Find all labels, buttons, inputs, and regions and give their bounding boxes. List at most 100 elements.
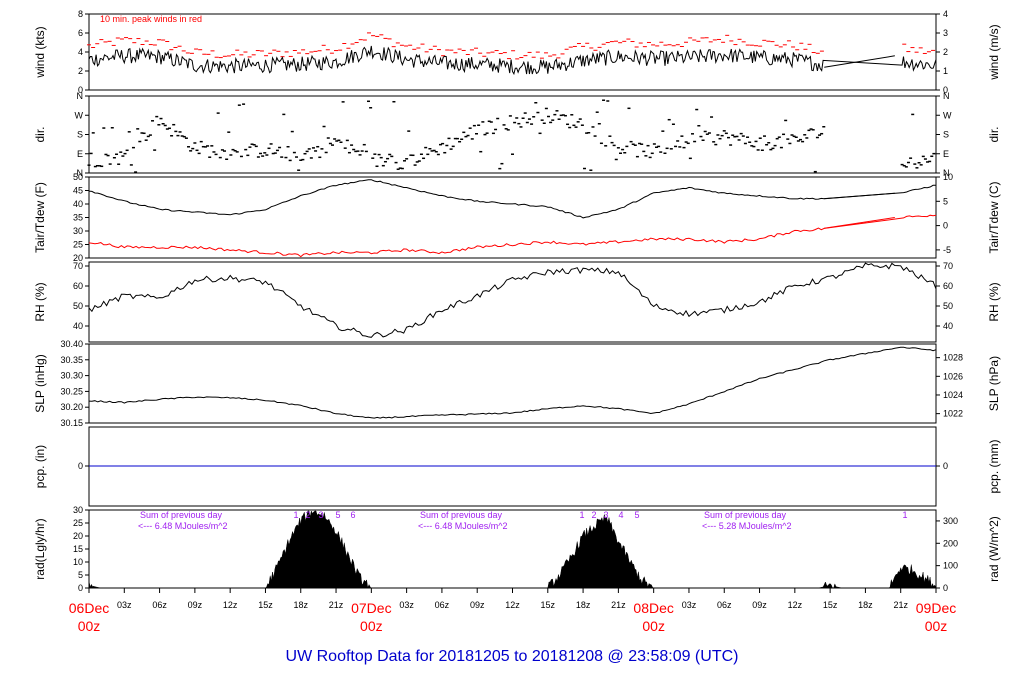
dew-gap-line: [824, 217, 895, 229]
temp-gap-line: [824, 192, 895, 200]
y-tick-label: 0: [78, 461, 83, 471]
x-tick-label: 18z: [858, 600, 873, 610]
y-tick-label: 70: [73, 261, 83, 271]
x-tick-label: 09z: [752, 600, 767, 610]
y-axis-label: dir.: [33, 126, 47, 142]
radiation-hour-marker: 3: [603, 510, 608, 520]
y-axis-label: SLP (hPa): [987, 356, 1001, 411]
y-tick-label: 0: [943, 85, 948, 95]
y-tick-label: 200: [943, 538, 958, 548]
x-tick-label: 12z: [788, 600, 803, 610]
wind-gap-line: [824, 55, 895, 68]
y-tick-label: 2: [943, 47, 948, 57]
x-tick-label: 03z: [682, 600, 697, 610]
radiation-sum-value: <--- 6.48 MJoules/m^2: [418, 521, 508, 531]
rh-line: [88, 262, 937, 338]
x-tick-label: 03z: [117, 600, 132, 610]
date-label: 07Dec: [351, 600, 391, 616]
y-tick-label: N: [77, 168, 84, 178]
radiation-sum-label: Sum of previous day: [140, 510, 223, 520]
y-axis-label: pcp. (mm): [987, 439, 1001, 493]
wind-line: [88, 45, 937, 76]
radiation-hour-marker: 5: [634, 510, 639, 520]
y-tick-label: 6: [78, 28, 83, 38]
date-label: 08Dec: [633, 600, 673, 616]
date-time-label: 00z: [78, 618, 101, 634]
y-tick-label: -5: [943, 245, 951, 255]
radiation-hour-marker: 5: [335, 510, 340, 520]
y-tick-label: 8: [78, 9, 83, 19]
radiation-hour-marker: 6: [350, 510, 355, 520]
peak-wind-note: 10 min. peak winds in red: [100, 14, 202, 24]
y-tick-label: 60: [73, 281, 83, 291]
y-tick-label: 50: [73, 301, 83, 311]
y-tick-label: 0: [943, 221, 948, 231]
y-tick-label: 5: [78, 570, 83, 580]
y-tick-label: W: [943, 110, 952, 120]
y-tick-label: 20: [73, 531, 83, 541]
y-tick-label: 30.25: [60, 386, 83, 396]
radiation-hour-marker: 1: [293, 510, 298, 520]
y-tick-label: 2: [78, 66, 83, 76]
radiation-sum-label: Sum of previous day: [704, 510, 787, 520]
y-tick-label: 300: [943, 516, 958, 526]
y-axis-label: pcp. (in): [33, 445, 47, 488]
y-tick-label: 45: [73, 186, 83, 196]
y-tick-label: 4: [943, 9, 948, 19]
y-tick-label: 0: [943, 461, 948, 471]
x-tick-label: 06z: [152, 600, 167, 610]
y-tick-label: 10: [73, 557, 83, 567]
y-axis-label: Tair/Tdew (C): [987, 181, 1001, 253]
y-axis-label: rad(Lgly/hr): [33, 518, 47, 579]
radiation-hour-marker: 2: [305, 510, 310, 520]
radiation-hour-marker: 1: [579, 510, 584, 520]
y-tick-label: 3: [943, 28, 948, 38]
y-tick-label: 25: [73, 240, 83, 250]
y-tick-label: 10: [943, 172, 953, 182]
slp-line: [88, 346, 937, 419]
date-time-label: 00z: [925, 618, 948, 634]
y-tick-label: 0: [943, 583, 948, 593]
y-tick-label: 100: [943, 561, 958, 571]
y-tick-label: 30: [73, 505, 83, 515]
y-tick-label: 30: [73, 226, 83, 236]
y-tick-label: 30.40: [60, 339, 83, 349]
date-time-label: 00z: [642, 618, 665, 634]
date-label: 09Dec: [916, 600, 956, 616]
y-axis-label: rad (W/m^2): [987, 516, 1001, 582]
y-tick-label: E: [943, 149, 949, 159]
x-tick-label: 18z: [576, 600, 591, 610]
y-tick-label: 50: [943, 301, 953, 311]
y-tick-label: 1028: [943, 353, 963, 363]
y-tick-label: 15: [73, 544, 83, 554]
y-tick-label: N: [943, 168, 950, 178]
panel-frame: [88, 95, 937, 174]
y-tick-label: 30.20: [60, 402, 83, 412]
y-axis-label: RH (%): [987, 282, 1001, 321]
y-tick-label: 40: [73, 321, 83, 331]
y-tick-label: 5: [943, 196, 948, 206]
y-tick-label: 70: [943, 261, 953, 271]
y-tick-label: 25: [73, 518, 83, 528]
radiation-hour-marker: 2: [591, 510, 596, 520]
x-tick-label: 12z: [505, 600, 520, 610]
y-tick-label: 30.35: [60, 355, 83, 365]
temperature-line: [88, 179, 937, 219]
y-tick-label: N: [943, 91, 950, 101]
x-tick-label: 06z: [435, 600, 450, 610]
x-tick-label: 21z: [329, 600, 344, 610]
x-tick-label: 03z: [399, 600, 414, 610]
y-tick-label: W: [75, 110, 84, 120]
date-time-label: 00z: [360, 618, 383, 634]
x-tick-label: 06z: [717, 600, 732, 610]
y-tick-label: 30.15: [60, 418, 83, 428]
y-tick-label: 50: [73, 172, 83, 182]
x-tick-label: 18z: [293, 600, 308, 610]
panel-frame: [88, 261, 937, 343]
y-tick-label: N: [77, 91, 84, 101]
x-tick-label: 09z: [188, 600, 203, 610]
y-tick-label: 0: [78, 85, 83, 95]
y-tick-label: 40: [943, 321, 953, 331]
dewpoint-line: [88, 214, 937, 258]
